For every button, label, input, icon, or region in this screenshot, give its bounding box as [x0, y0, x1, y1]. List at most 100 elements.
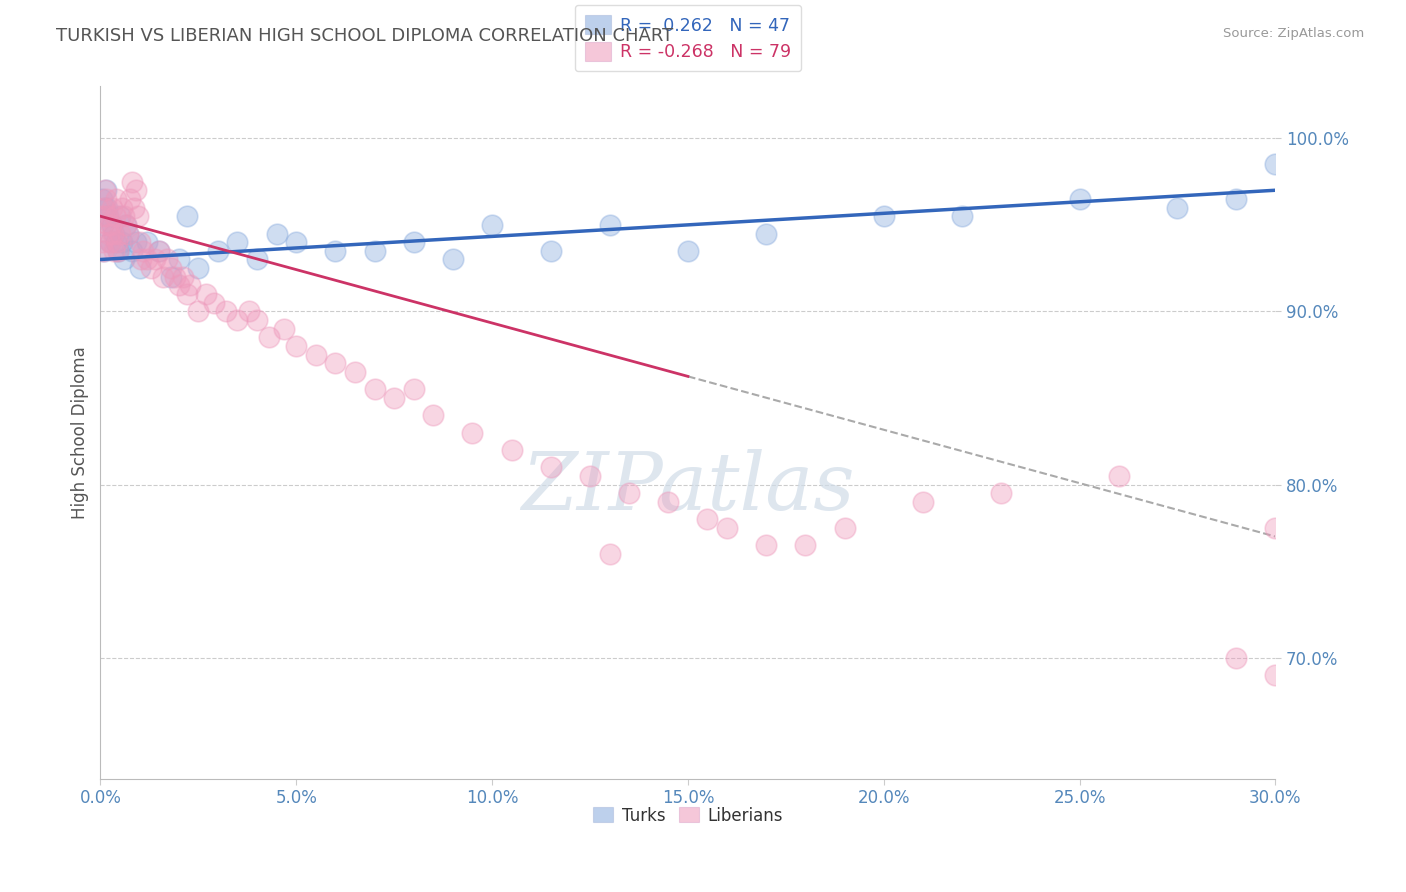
- Point: [273, 322, 295, 336]
- Point: [794, 538, 817, 552]
- Point: [101, 201, 124, 215]
- Point: [121, 244, 143, 258]
- Point: [540, 460, 562, 475]
- Point: [96, 192, 118, 206]
- Point: [97, 218, 120, 232]
- Point: [402, 235, 425, 250]
- Point: [107, 244, 129, 258]
- Point: [257, 330, 280, 344]
- Point: [285, 339, 308, 353]
- Point: [98, 235, 121, 250]
- Point: [238, 304, 260, 318]
- Point: [617, 486, 640, 500]
- Point: [132, 244, 155, 258]
- Point: [176, 209, 198, 223]
- Point: [202, 295, 225, 310]
- Point: [676, 244, 699, 258]
- Point: [481, 218, 503, 232]
- Point: [461, 425, 484, 440]
- Point: [1284, 105, 1306, 120]
- Point: [103, 244, 125, 258]
- Point: [1264, 521, 1286, 535]
- Point: [112, 252, 135, 267]
- Point: [1108, 469, 1130, 483]
- Point: [124, 235, 146, 250]
- Point: [579, 469, 602, 483]
- Point: [136, 252, 159, 267]
- Point: [657, 495, 679, 509]
- Point: [755, 227, 778, 241]
- Point: [325, 244, 347, 258]
- Point: [114, 218, 136, 232]
- Point: [1264, 157, 1286, 171]
- Point: [1069, 192, 1091, 206]
- Point: [1166, 201, 1188, 215]
- Point: [96, 183, 118, 197]
- Point: [105, 235, 128, 250]
- Point: [1225, 192, 1247, 206]
- Point: [187, 261, 209, 276]
- Point: [1225, 650, 1247, 665]
- Point: [111, 235, 134, 250]
- Point: [382, 391, 405, 405]
- Point: [325, 356, 347, 370]
- Point: [117, 227, 139, 241]
- Point: [160, 269, 183, 284]
- Point: [716, 521, 738, 535]
- Point: [90, 235, 112, 250]
- Point: [179, 278, 201, 293]
- Point: [163, 269, 186, 284]
- Text: Source: ZipAtlas.com: Source: ZipAtlas.com: [1223, 27, 1364, 40]
- Point: [160, 261, 183, 276]
- Point: [108, 227, 131, 241]
- Point: [96, 209, 118, 223]
- Point: [93, 244, 115, 258]
- Point: [696, 512, 718, 526]
- Point: [441, 252, 464, 267]
- Point: [100, 218, 122, 232]
- Point: [124, 183, 146, 197]
- Point: [131, 252, 153, 267]
- Text: ZIPatlas: ZIPatlas: [522, 450, 855, 527]
- Point: [834, 521, 856, 535]
- Point: [108, 209, 131, 223]
- Y-axis label: High School Diploma: High School Diploma: [72, 346, 89, 519]
- Point: [93, 218, 115, 232]
- Point: [187, 304, 209, 318]
- Point: [990, 486, 1012, 500]
- Point: [363, 244, 385, 258]
- Point: [121, 175, 143, 189]
- Point: [402, 382, 425, 396]
- Point: [176, 287, 198, 301]
- Point: [101, 218, 124, 232]
- Point: [105, 192, 128, 206]
- Point: [141, 261, 163, 276]
- Point: [117, 227, 139, 241]
- Point: [167, 252, 190, 267]
- Point: [540, 244, 562, 258]
- Point: [1264, 668, 1286, 682]
- Point: [104, 209, 127, 223]
- Point: [94, 183, 117, 197]
- Point: [103, 227, 125, 241]
- Point: [501, 442, 523, 457]
- Point: [94, 201, 117, 215]
- Text: TURKISH VS LIBERIAN HIGH SCHOOL DIPLOMA CORRELATION CHART: TURKISH VS LIBERIAN HIGH SCHOOL DIPLOMA …: [56, 27, 673, 45]
- Point: [143, 252, 166, 267]
- Point: [107, 244, 129, 258]
- Point: [343, 365, 366, 379]
- Point: [873, 209, 896, 223]
- Point: [128, 235, 150, 250]
- Point: [103, 227, 125, 241]
- Point: [207, 244, 229, 258]
- Point: [226, 313, 249, 327]
- Point: [136, 235, 159, 250]
- Point: [266, 227, 288, 241]
- Point: [305, 348, 328, 362]
- Point: [114, 218, 136, 232]
- Point: [172, 269, 194, 284]
- Point: [118, 192, 141, 206]
- Point: [246, 252, 269, 267]
- Point: [152, 269, 174, 284]
- Point: [246, 313, 269, 327]
